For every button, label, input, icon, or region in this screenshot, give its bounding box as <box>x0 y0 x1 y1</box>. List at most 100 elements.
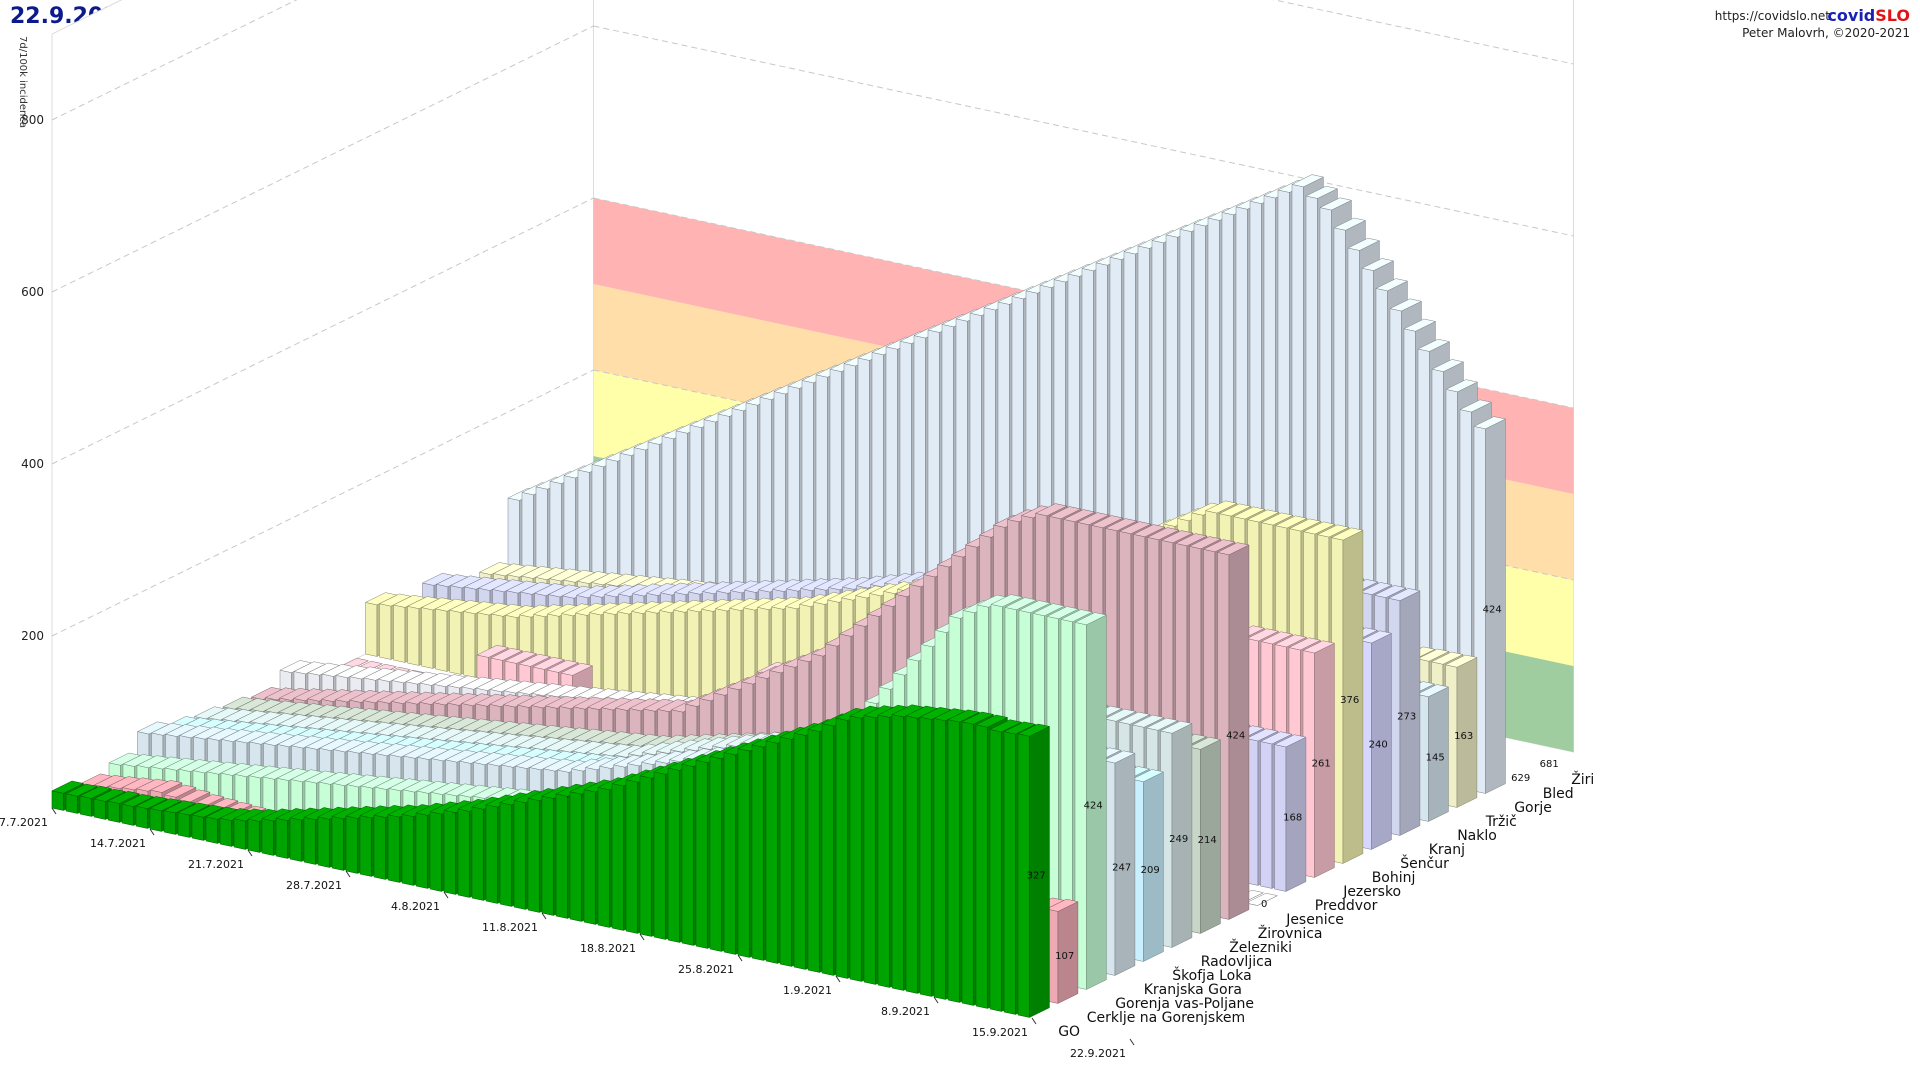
bar <box>905 715 918 994</box>
bar-top <box>1347 237 1381 251</box>
x-axis: 7.7.2021 14.7.2021 21.7.2021 28.7.2021 4.8.2… <box>0 807 1135 1060</box>
bar <box>961 721 974 1006</box>
bar <box>421 607 434 669</box>
end-value-label: 0 <box>1261 899 1267 910</box>
bar <box>261 818 274 856</box>
bar-top <box>1118 521 1152 535</box>
series-label: Jezersko <box>1342 884 1401 900</box>
bar-top <box>490 647 524 661</box>
end-value-label: 681 <box>1540 759 1559 770</box>
series-label: Žirovnica <box>1258 924 1323 942</box>
end-value-label: 209 <box>1141 865 1160 876</box>
x-tick-label: 1.9.2021 <box>783 984 832 997</box>
site-url-link[interactable]: https://covidslo.net <box>1714 9 1830 23</box>
bar <box>289 817 302 862</box>
bar <box>555 793 568 919</box>
bar-top <box>1062 509 1096 523</box>
bar <box>247 818 260 853</box>
bar-top <box>1245 728 1279 742</box>
bar-top <box>1373 585 1407 598</box>
bar <box>947 719 960 1003</box>
bar-top <box>1032 603 1066 617</box>
bar <box>471 806 484 901</box>
bar-top <box>1076 512 1110 526</box>
y-tick-label: 800 <box>21 113 44 127</box>
bar <box>317 816 330 868</box>
bar-top <box>1132 524 1166 538</box>
bar-top <box>1431 359 1465 372</box>
bar-top <box>149 798 183 812</box>
x-tick-label: 14.7.2021 <box>90 837 146 850</box>
bar <box>765 740 778 964</box>
bar <box>583 789 596 925</box>
series-label: Preddvor <box>1315 898 1378 914</box>
grid-back-2 <box>593 25 1574 237</box>
bar-top <box>1146 527 1180 541</box>
grid-left-1 <box>51 197 594 465</box>
brand-logo: covidSLO <box>1827 6 1910 25</box>
bar <box>891 714 904 991</box>
series-label: Železniki <box>1229 938 1292 956</box>
bar-top <box>1333 217 1367 231</box>
bar-top <box>476 644 510 658</box>
end-value-label: 168 <box>1283 813 1302 824</box>
bar-top <box>1274 634 1308 648</box>
bar <box>723 752 736 955</box>
series-label: Bled <box>1543 786 1574 802</box>
bar-top <box>975 714 1009 728</box>
x-tick-label: 28.7.2021 <box>286 879 342 892</box>
bar-top <box>1103 708 1137 722</box>
bar-top <box>1131 769 1165 782</box>
bar-top <box>1017 723 1051 737</box>
bar-top <box>1387 588 1421 601</box>
end-value-label: 261 <box>1312 759 1331 770</box>
brand-accent: SLO <box>1875 6 1910 25</box>
bar <box>135 805 148 829</box>
series-label: Kranjska Gora <box>1144 982 1242 998</box>
bar <box>365 602 378 657</box>
bar <box>121 803 134 826</box>
bar <box>751 744 764 961</box>
series-label: Gorje <box>1514 800 1552 816</box>
end-value-label: 424 <box>1084 801 1103 812</box>
bar <box>449 609 462 675</box>
bar-top <box>1090 515 1124 529</box>
bar <box>527 797 540 913</box>
bar <box>667 767 680 943</box>
bar-top <box>518 653 552 667</box>
bar-top <box>1359 630 1393 644</box>
x-tick-label: 7.7.2021 <box>0 816 48 829</box>
x-tick-mark <box>1129 1038 1135 1046</box>
bar-top <box>1218 503 1252 517</box>
series-label: Kranj <box>1429 842 1465 858</box>
bar-top <box>1359 582 1393 595</box>
bar <box>611 783 624 931</box>
bar <box>435 608 448 672</box>
x-tick-mark <box>1031 1017 1037 1025</box>
y-axis-label: 7d/100k incidenca <box>17 36 28 128</box>
bar-top <box>1273 734 1307 748</box>
bar <box>275 817 288 859</box>
bar <box>681 763 694 946</box>
series-label: Bohinj <box>1372 870 1416 886</box>
bar-top <box>149 780 183 793</box>
bar <box>807 728 820 973</box>
bar-top <box>1034 503 1068 517</box>
bar <box>331 816 344 871</box>
bar-top <box>1389 298 1423 312</box>
end-value-label: 273 <box>1397 712 1416 723</box>
series-label: Žiri <box>1571 770 1594 788</box>
bar-top <box>1260 631 1294 645</box>
series-label: Jesenice <box>1285 912 1344 928</box>
bar <box>393 604 406 663</box>
bar-top <box>1160 530 1194 544</box>
bar-top <box>1302 640 1336 654</box>
bar <box>849 715 862 982</box>
x-tick-label: 22.9.2021 <box>1070 1047 1126 1060</box>
bar <box>919 716 932 997</box>
bar-top <box>1131 714 1165 728</box>
bar-top <box>1375 278 1409 292</box>
series-label: Gorenja vas-Poljane <box>1115 996 1254 1012</box>
bar-top <box>1102 750 1136 764</box>
